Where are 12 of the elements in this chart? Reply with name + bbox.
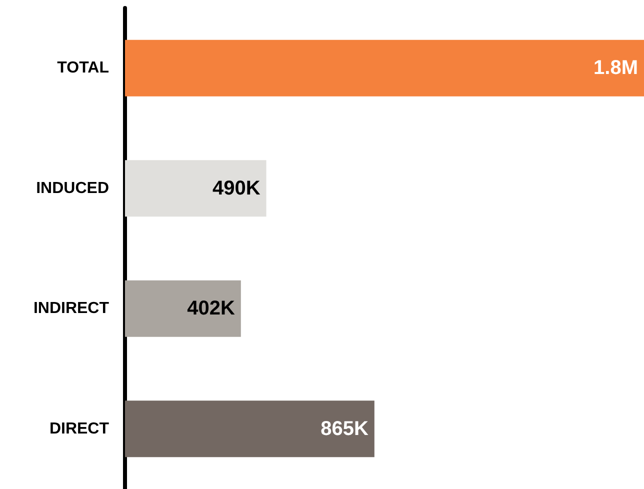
bar	[125, 280, 241, 337]
bar	[125, 40, 644, 96]
data-label: 490K	[212, 177, 261, 200]
data-label: 865K	[320, 418, 369, 440]
data-label: 1.8M	[594, 57, 638, 80]
bar	[125, 160, 266, 217]
bar	[125, 400, 374, 458]
data-label: 402K	[187, 298, 236, 320]
y-tick-label: DIRECT	[49, 420, 110, 438]
y-tick-label: INDIRECT	[33, 300, 110, 318]
y-tick-label: INDUCED	[36, 180, 109, 197]
y-tick-label: TOTAL	[57, 60, 110, 77]
